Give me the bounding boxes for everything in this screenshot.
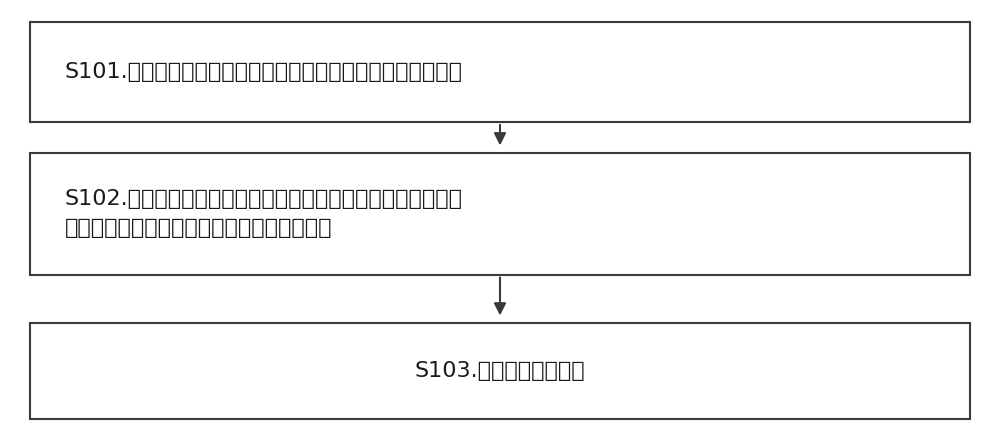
FancyBboxPatch shape (30, 22, 970, 122)
Text: S102.根据获取的线路名称和该线路主干线的分支箱或配网站房
数量，生成主干线路分支箱或配网站房的序列: S102.根据获取的线路名称和该线路主干线的分支箱或配网站房 数量，生成主干线路… (65, 189, 463, 238)
FancyBboxPatch shape (30, 153, 970, 275)
FancyBboxPatch shape (30, 323, 970, 419)
Text: S103.显示生成的接线图: S103.显示生成的接线图 (415, 361, 585, 381)
Text: S101.获取线路名称和该线路主干线的分支箱或配网站房的数量: S101.获取线路名称和该线路主干线的分支箱或配网站房的数量 (65, 62, 463, 82)
